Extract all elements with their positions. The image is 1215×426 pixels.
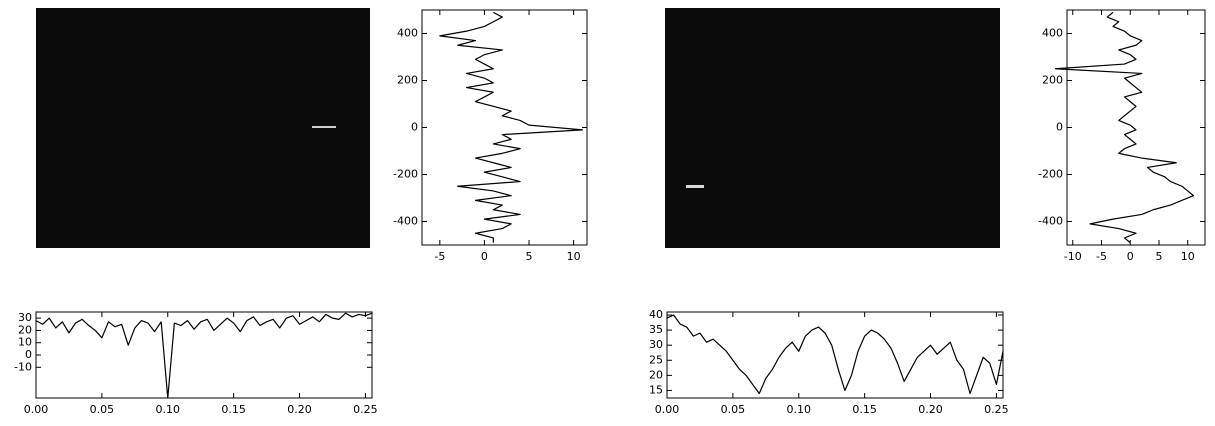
data-line: [666, 314, 1004, 395]
image-panel: [665, 8, 1000, 248]
y-tick-label: -200: [393, 168, 418, 181]
x-tick-label: 0.05: [721, 403, 746, 416]
y-tick-label: -200: [1038, 168, 1063, 181]
y-tick-label: 200: [397, 74, 418, 87]
x-tick-label: 0.10: [787, 403, 812, 416]
x-tick-label: 5: [1156, 250, 1163, 263]
plot-frame: [35, 311, 373, 399]
y-tick-label: 30: [18, 311, 32, 324]
y-tick-label: 10: [18, 336, 32, 349]
y-tick-label: 30: [649, 338, 663, 351]
x-tick-label: 0.00: [655, 403, 680, 416]
y-tick-label: 0: [1056, 121, 1063, 134]
x-tick-label: 5: [526, 250, 533, 263]
y-tick-label: -400: [393, 215, 418, 228]
y-tick-label: 0: [411, 121, 418, 134]
x-tick-label: 0.15: [221, 403, 246, 416]
y-tick-label: 40: [649, 308, 663, 321]
x-tick-label: -5: [1096, 250, 1107, 263]
x-tick-label: 10: [567, 250, 581, 263]
x-tick-label: 10: [1181, 250, 1195, 263]
x-tick-label: 0.20: [918, 403, 943, 416]
x-tick-label: -5: [434, 250, 445, 263]
data-line: [439, 11, 584, 243]
x-tick-label: 0.05: [90, 403, 115, 416]
data-line: [1054, 11, 1195, 244]
plot-frame: [666, 311, 1004, 399]
y-tick-label: 400: [397, 27, 418, 40]
y-tick-label: 400: [1042, 27, 1063, 40]
y-tick-label: 25: [649, 353, 663, 366]
y-tick-label: 0: [25, 348, 32, 361]
x-tick-label: -10: [1064, 250, 1082, 263]
y-tick-label: 200: [1042, 74, 1063, 87]
x-tick-label: 0.25: [984, 403, 1009, 416]
x-tick-label: 0.20: [287, 403, 312, 416]
y-tick-label: -400: [1038, 215, 1063, 228]
x-tick-label: 0: [481, 250, 488, 263]
y-tick-label: -10: [14, 360, 32, 373]
y-tick-label: 15: [649, 383, 663, 396]
y-tick-label: 20: [18, 323, 32, 336]
x-tick-label: 0.15: [852, 403, 877, 416]
y-tick-label: 35: [649, 323, 663, 336]
y-tick-label: 20: [649, 368, 663, 381]
bright-spot: [686, 185, 704, 188]
bright-spot: [312, 126, 336, 128]
x-tick-label: 0.25: [353, 403, 378, 416]
x-tick-label: 0.00: [24, 403, 49, 416]
x-tick-label: 0: [1127, 250, 1134, 263]
x-tick-label: 0.10: [156, 403, 181, 416]
data-line: [35, 312, 373, 399]
